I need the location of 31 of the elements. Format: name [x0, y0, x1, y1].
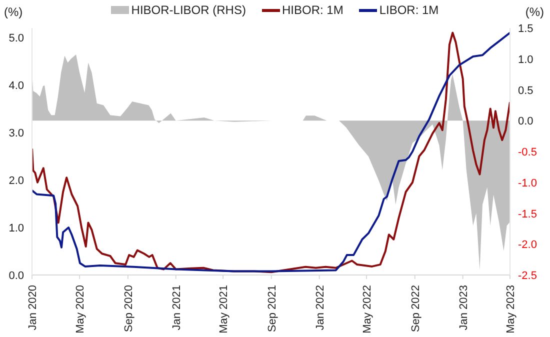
- x-tick-label: Jan 2020: [27, 285, 39, 330]
- x-tick-label: May 2022: [362, 285, 374, 334]
- y-tick-label: 0.0: [8, 270, 24, 282]
- legend-label: HIBOR: 1M: [282, 3, 344, 17]
- y2-tick-label: 1.0: [518, 54, 534, 66]
- y2-axis-title: (%): [525, 5, 544, 19]
- y-tick-label: 2.0: [8, 175, 24, 187]
- x-tick-label: Sep 2020: [122, 285, 135, 332]
- x-tick-label: May 2021: [218, 285, 230, 334]
- x-tick-label: May 2020: [74, 285, 87, 334]
- y-tick-label: 1.0: [8, 222, 24, 234]
- x-tick-label: Jan 2021: [170, 285, 183, 330]
- y2-tick-label: -2.0: [518, 239, 537, 252]
- x-tick-label: Sep 2022: [410, 285, 422, 332]
- x-tick-label: May 2023: [505, 285, 517, 334]
- legend-label: LIBOR: 1M: [379, 3, 439, 17]
- x-tick-label: Sep 2021: [266, 285, 278, 332]
- x-tick-label: Jan 2022: [314, 285, 326, 330]
- y-tick-label: 4.0: [8, 80, 24, 92]
- legend-label: HIBOR-LIBOR (RHS): [131, 3, 246, 17]
- y-tick-label: 3.0: [8, 128, 24, 140]
- x-tick-label: Jan 2023: [458, 285, 470, 330]
- y2-tick-label: -1.0: [518, 177, 537, 190]
- y2-tick-label: 0.0: [518, 116, 534, 128]
- y2-tick-label: 0.5: [518, 84, 534, 97]
- y-tick-label: 5.0: [8, 32, 24, 44]
- y2-tick-label: -1.5: [518, 208, 537, 220]
- y2-tick-label: 1.5: [518, 23, 534, 35]
- y-axis-title: (%): [4, 5, 23, 19]
- y2-tick-label: -2.5: [518, 270, 537, 282]
- y2-tick-label: -0.5: [518, 146, 537, 158]
